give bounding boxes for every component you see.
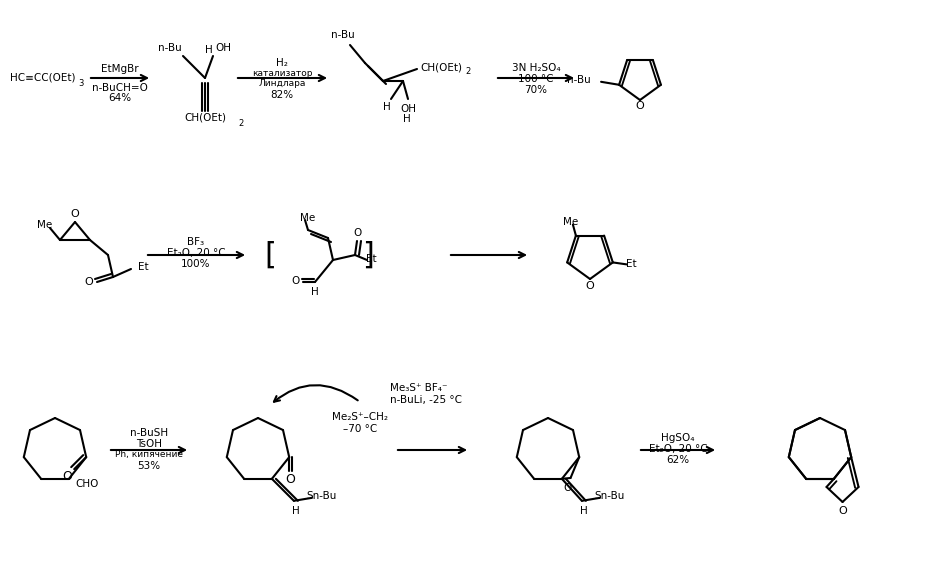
Text: H: H bbox=[580, 506, 587, 516]
Text: OH: OH bbox=[215, 43, 231, 53]
Text: H: H bbox=[205, 45, 213, 55]
Text: Me: Me bbox=[301, 213, 316, 223]
Text: O: O bbox=[586, 281, 594, 291]
Text: Et: Et bbox=[626, 260, 636, 269]
Text: n-Bu: n-Bu bbox=[158, 43, 182, 53]
Text: O: O bbox=[71, 209, 79, 219]
Text: HgSO₄: HgSO₄ bbox=[661, 433, 695, 443]
Text: 70%: 70% bbox=[524, 85, 547, 95]
Text: O: O bbox=[285, 473, 295, 486]
Text: Me: Me bbox=[563, 216, 578, 226]
Text: n-BuCH=O: n-BuCH=O bbox=[92, 83, 148, 93]
Text: O: O bbox=[838, 506, 847, 516]
Text: TsOH: TsOH bbox=[136, 439, 162, 449]
Text: Et₂O, 20 °C: Et₂O, 20 °C bbox=[167, 248, 225, 258]
Text: O: O bbox=[636, 101, 644, 111]
Text: 3N H₂SO₄: 3N H₂SO₄ bbox=[512, 63, 560, 73]
Text: 2: 2 bbox=[238, 119, 244, 128]
Text: Et₂O, 20 °C: Et₂O, 20 °C bbox=[649, 444, 708, 454]
Text: 100%: 100% bbox=[182, 259, 210, 269]
Text: Линдлара: Линдлара bbox=[258, 79, 305, 88]
Text: 64%: 64% bbox=[108, 93, 131, 103]
Text: O: O bbox=[62, 470, 72, 483]
Text: O: O bbox=[563, 483, 572, 493]
Text: O: O bbox=[354, 228, 362, 238]
Text: Et: Et bbox=[138, 262, 148, 272]
Text: ]: ] bbox=[362, 241, 374, 270]
Text: n-BuLi, -25 °C: n-BuLi, -25 °C bbox=[390, 395, 462, 405]
Text: H₂: H₂ bbox=[277, 58, 288, 68]
Text: BF₃: BF₃ bbox=[187, 237, 205, 247]
Text: [: [ bbox=[264, 241, 276, 270]
Text: n-BuSH: n-BuSH bbox=[130, 428, 169, 438]
Text: Et: Et bbox=[366, 254, 376, 264]
Text: Me₂S⁺–CH₂: Me₂S⁺–CH₂ bbox=[332, 412, 388, 422]
Text: Me: Me bbox=[37, 220, 53, 230]
Text: CH(OEt): CH(OEt) bbox=[184, 113, 226, 123]
Text: 2: 2 bbox=[465, 67, 470, 76]
Text: OH: OH bbox=[400, 104, 416, 114]
Text: 62%: 62% bbox=[667, 455, 690, 465]
Text: H: H bbox=[292, 506, 300, 516]
Text: –70 °C: –70 °C bbox=[343, 424, 377, 434]
Text: H: H bbox=[384, 102, 391, 112]
Text: 82%: 82% bbox=[270, 90, 293, 100]
Text: 100 °C: 100 °C bbox=[519, 74, 554, 84]
Text: CHO: CHO bbox=[75, 479, 99, 489]
Text: 53%: 53% bbox=[138, 461, 160, 471]
Text: EtMgBr: EtMgBr bbox=[101, 64, 139, 74]
Text: Sn-Bu: Sn-Bu bbox=[306, 491, 337, 501]
Text: H: H bbox=[403, 114, 411, 124]
Text: Me₃S⁺ BF₄⁻: Me₃S⁺ BF₄⁻ bbox=[390, 383, 448, 393]
Text: Ph, кипячение: Ph, кипячение bbox=[115, 451, 183, 460]
Text: O: O bbox=[290, 276, 299, 286]
Text: O: O bbox=[85, 277, 93, 287]
Text: H: H bbox=[311, 287, 319, 297]
Text: 3: 3 bbox=[78, 79, 84, 88]
Text: HC≡CC(OEt): HC≡CC(OEt) bbox=[10, 73, 75, 83]
Text: CH(OEt): CH(OEt) bbox=[420, 62, 462, 72]
Text: n-Bu: n-Bu bbox=[567, 75, 591, 85]
Text: n-Bu: n-Bu bbox=[331, 30, 355, 40]
Text: катализатор: катализатор bbox=[251, 70, 312, 79]
Text: Sn-Bu: Sn-Bu bbox=[595, 491, 625, 501]
